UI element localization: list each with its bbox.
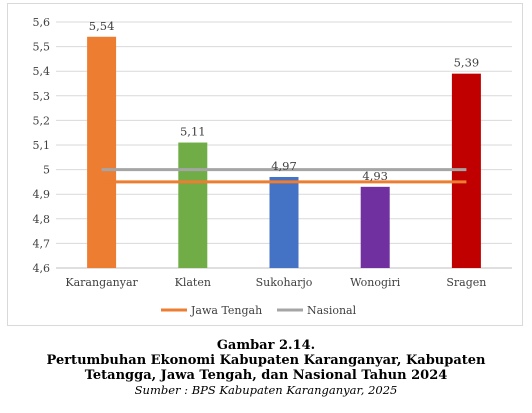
y-tick-label: 4,8	[33, 213, 51, 226]
legend-item: Nasional	[277, 304, 357, 317]
reference-lines	[101, 168, 467, 184]
legend: Jawa Tengah Nasional	[161, 304, 357, 317]
y-tick-label: 4,9	[33, 188, 51, 201]
data-label: 4,97	[271, 159, 297, 173]
caption-figure-number: Gambar 2.14.	[216, 338, 316, 353]
legend-label: Jawa Tengah	[190, 304, 262, 317]
category-label: Klaten	[175, 276, 211, 289]
data-labels: 5,54 5,11 4,97 4,93 5,39	[89, 19, 479, 183]
y-tick-label: 5,2	[33, 114, 51, 127]
bar-klaten	[178, 142, 208, 268]
y-tick-label: 4,6	[33, 262, 51, 275]
y-tick-label: 5	[43, 164, 50, 177]
chart-frame: 4,6 4,7 4,8 4,9 5 5,1 5,2 5,3 5,4 5,5 5,6 5,54 5,11…	[7, 3, 523, 326]
bar-sukoharjo	[269, 176, 299, 268]
bar-wonogiri	[360, 186, 390, 268]
caption-source: Sumber : BPS Kabupaten Karanganyar, 2025	[134, 383, 398, 397]
y-tick-label: 5,3	[33, 90, 51, 103]
figure-caption: Gambar 2.14. Pertumbuhan Ekonomi Kabupat…	[0, 338, 532, 398]
y-tick-label: 5,1	[33, 139, 51, 152]
bar-karanganyar	[87, 36, 117, 269]
x-axis-labels: Karanganyar Klaten Sukoharjo Wonogiri Sragen	[65, 276, 486, 289]
category-label: Karanganyar	[65, 276, 138, 289]
data-label: 5,54	[89, 19, 115, 33]
category-label: Sragen	[446, 276, 486, 289]
category-label: Sukoharjo	[256, 276, 313, 289]
category-label: Wonogiri	[350, 276, 401, 289]
data-label: 5,11	[180, 125, 206, 139]
y-tick-label: 5,6	[33, 16, 51, 29]
y-tick-label: 5,4	[33, 65, 51, 78]
y-axis-ticks: 4,6 4,7 4,8 4,9 5 5,1 5,2 5,3 5,4 5,5 5,6	[33, 16, 51, 275]
data-label: 4,93	[362, 169, 388, 183]
legend-item: Jawa Tengah	[161, 304, 262, 317]
y-tick-label: 4,7	[33, 237, 51, 250]
data-label: 5,39	[454, 56, 480, 70]
y-tick-label: 5,5	[33, 41, 51, 54]
caption-title-line-1: Pertumbuhan Ekonomi Kabupaten Karanganya…	[46, 353, 486, 368]
bar-chart: 4,6 4,7 4,8 4,9 5 5,1 5,2 5,3 5,4 5,5 5,6 5,54 5,11…	[33, 16, 512, 317]
legend-label: Nasional	[307, 304, 357, 317]
caption-title-line-2: Tetangga, Jawa Tengah, dan Nasional Tahu…	[84, 368, 448, 383]
